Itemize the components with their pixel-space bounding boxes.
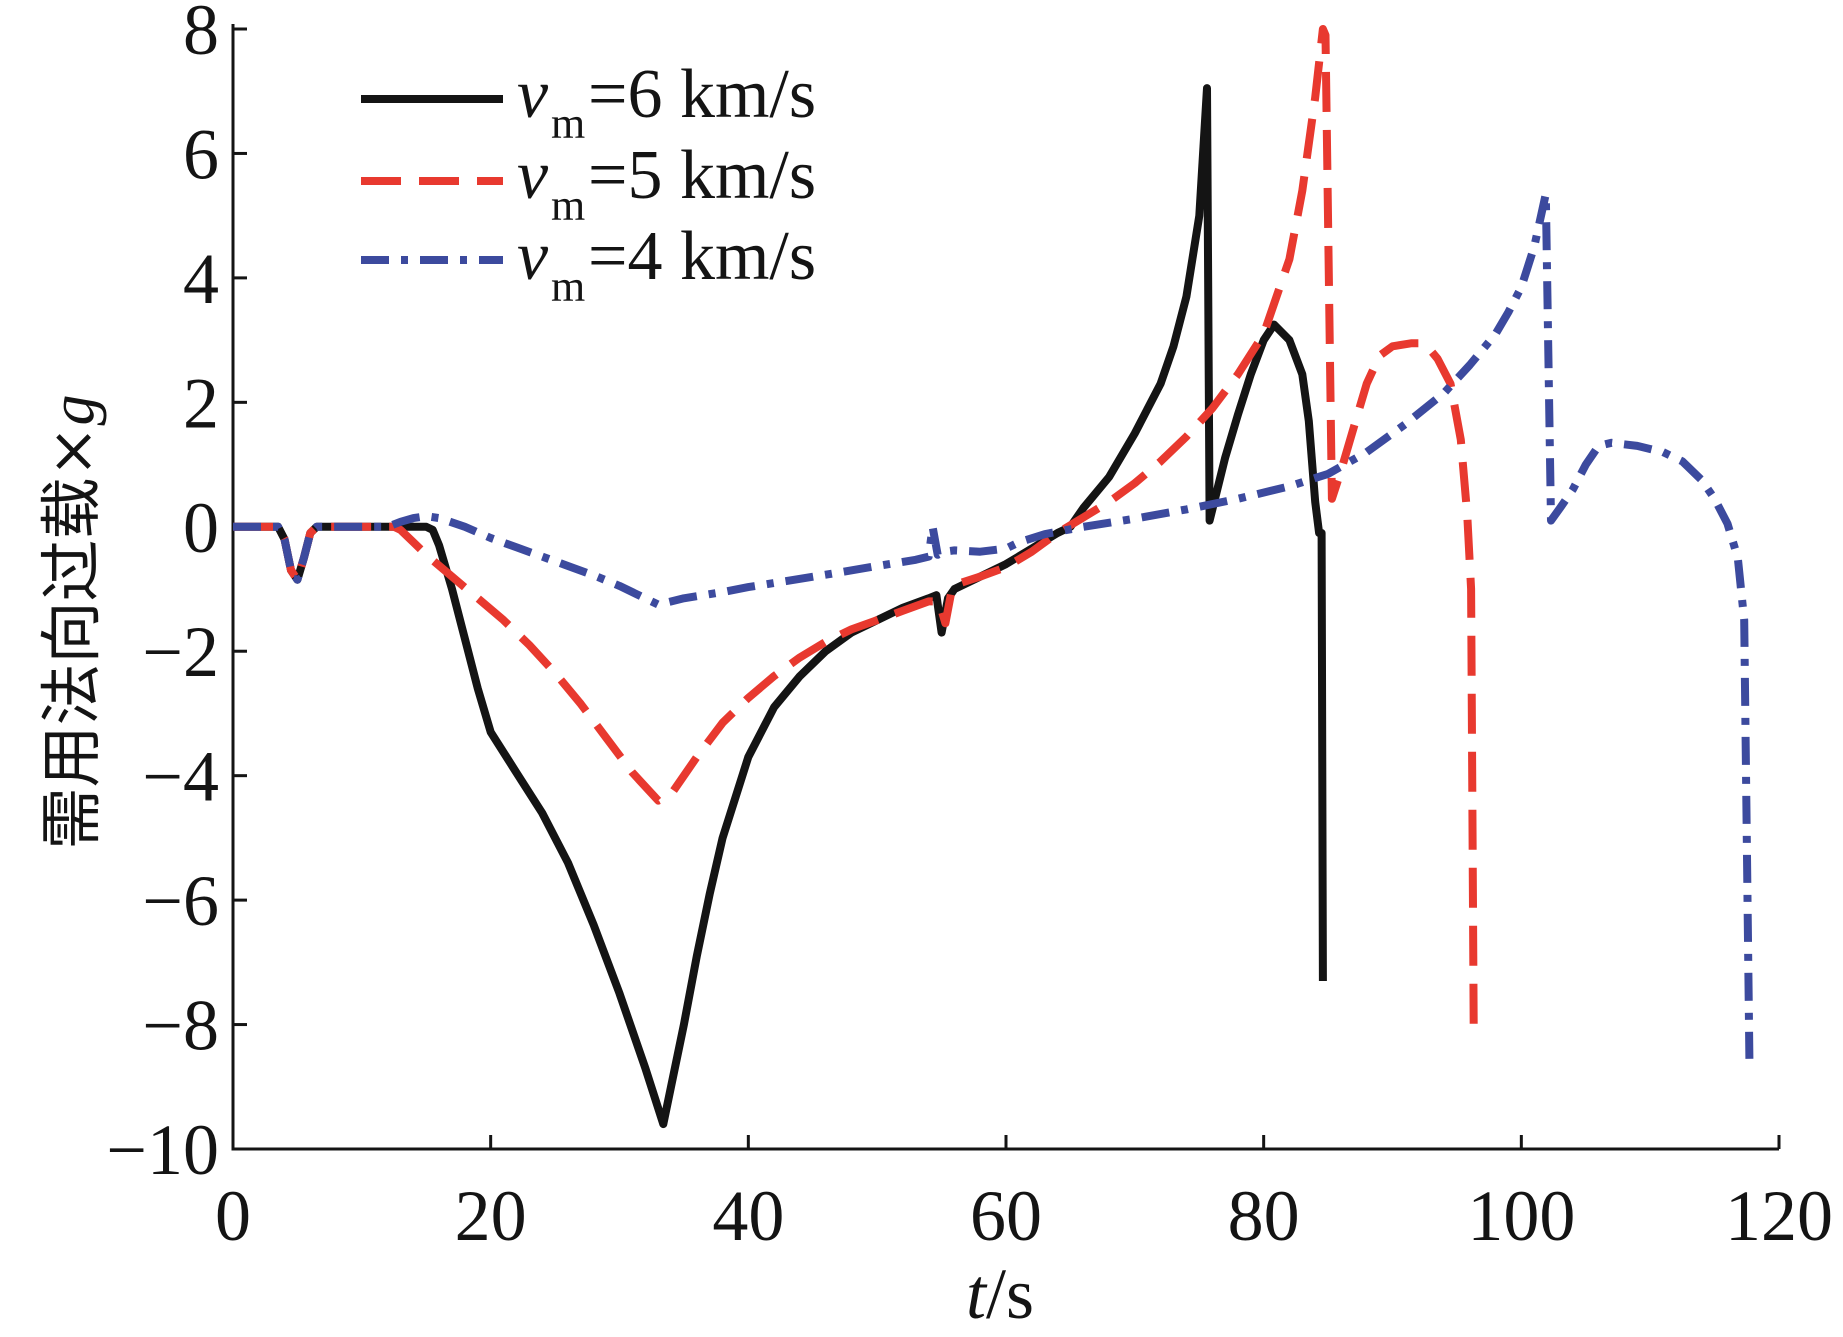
series-line-1 bbox=[233, 25, 1478, 1028]
x-tick-label: 40 bbox=[712, 1176, 784, 1256]
legend-label-value: =6 km/s bbox=[588, 56, 816, 133]
x-tick-label: 20 bbox=[455, 1176, 527, 1256]
x-tick-label: 100 bbox=[1467, 1176, 1575, 1256]
y-tick-label: 4 bbox=[183, 239, 219, 319]
y-tick-label: −6 bbox=[142, 861, 219, 941]
legend-entry: v m =6 km/s bbox=[361, 56, 816, 148]
legend: v m =6 km/s v m =5 km/s v m =4 km/s bbox=[361, 56, 816, 311]
legend-label-var: v bbox=[517, 56, 549, 133]
legend-label-var: v bbox=[517, 218, 549, 295]
x-tick-label: 120 bbox=[1725, 1176, 1833, 1256]
legend-label-value: =5 km/s bbox=[588, 137, 816, 214]
x-axis-label-var: t bbox=[966, 1254, 988, 1334]
x-axis-label: t/s bbox=[966, 1254, 1034, 1334]
legend-label-sub: m bbox=[551, 262, 585, 311]
series-line-2 bbox=[233, 189, 1754, 1059]
y-tick-label: 2 bbox=[183, 363, 219, 443]
x-tick-label: 0 bbox=[215, 1176, 251, 1256]
y-axis-label: 需用法向过载×g bbox=[35, 395, 108, 850]
y-tick-label: 8 bbox=[183, 0, 219, 70]
y-axis-label-var: g bbox=[39, 395, 107, 426]
y-tick-label: −10 bbox=[106, 1110, 219, 1190]
y-tick-label: −4 bbox=[142, 737, 219, 817]
legend-label-value: =4 km/s bbox=[588, 218, 816, 295]
y-tick-label: −2 bbox=[142, 612, 219, 692]
x-axis-label-unit: /s bbox=[986, 1254, 1034, 1334]
legend-label-sub: m bbox=[551, 99, 585, 148]
y-axis-label-text: 需用法向过载× bbox=[35, 426, 108, 850]
x-tick-label: 80 bbox=[1228, 1176, 1300, 1256]
x-tick-label: 60 bbox=[970, 1176, 1042, 1256]
series bbox=[233, 25, 1754, 1129]
legend-entry: v m =4 km/s bbox=[361, 218, 816, 311]
y-tick-label: 0 bbox=[183, 488, 219, 568]
y-tick-label: 6 bbox=[183, 114, 219, 194]
y-tick-label: −8 bbox=[142, 986, 219, 1066]
legend-entry: v m =5 km/s bbox=[361, 137, 816, 230]
legend-label-sub: m bbox=[551, 181, 585, 230]
legend-label-var: v bbox=[517, 137, 549, 214]
